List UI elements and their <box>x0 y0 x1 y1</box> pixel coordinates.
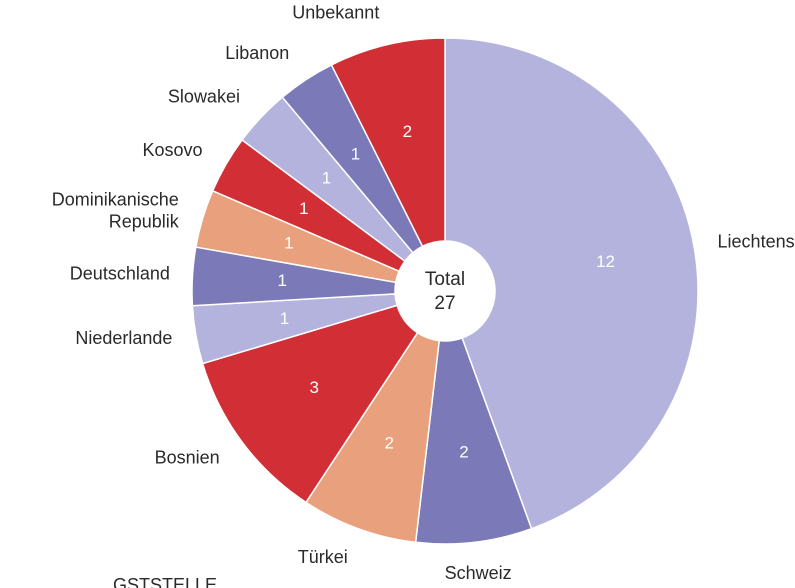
value-label: 1 <box>351 144 360 163</box>
center-label: Total <box>425 269 465 290</box>
donut-hole <box>395 241 495 341</box>
category-label: Türkei <box>298 547 348 567</box>
value-label: 1 <box>278 271 287 290</box>
value-label: 12 <box>596 252 615 271</box>
category-label: Liechtenstein <box>718 232 795 252</box>
category-label: Schweiz <box>445 563 512 583</box>
category-label: Slowakei <box>168 86 240 106</box>
category-label: Bosnien <box>155 448 220 468</box>
value-label: 1 <box>299 199 308 218</box>
category-label: Libanon <box>225 43 289 63</box>
slice <box>444 37 699 530</box>
value-label: 1 <box>284 234 293 253</box>
value-label: 3 <box>310 378 319 397</box>
category-label: Unbekannt <box>292 3 379 23</box>
value-label: 2 <box>459 442 468 461</box>
category-label: Kosovo <box>142 140 202 160</box>
center-total: 27 <box>434 293 455 314</box>
category-label: Deutschland <box>70 264 170 284</box>
footer-text: GSTSTELLE <box>113 575 217 588</box>
category-label: Dominikanische Republik <box>52 189 180 231</box>
category-label: Niederlande <box>75 328 172 348</box>
value-label: 2 <box>385 434 394 453</box>
value-label: 2 <box>403 122 412 141</box>
value-label: 1 <box>322 169 331 188</box>
value-label: 1 <box>280 309 289 328</box>
